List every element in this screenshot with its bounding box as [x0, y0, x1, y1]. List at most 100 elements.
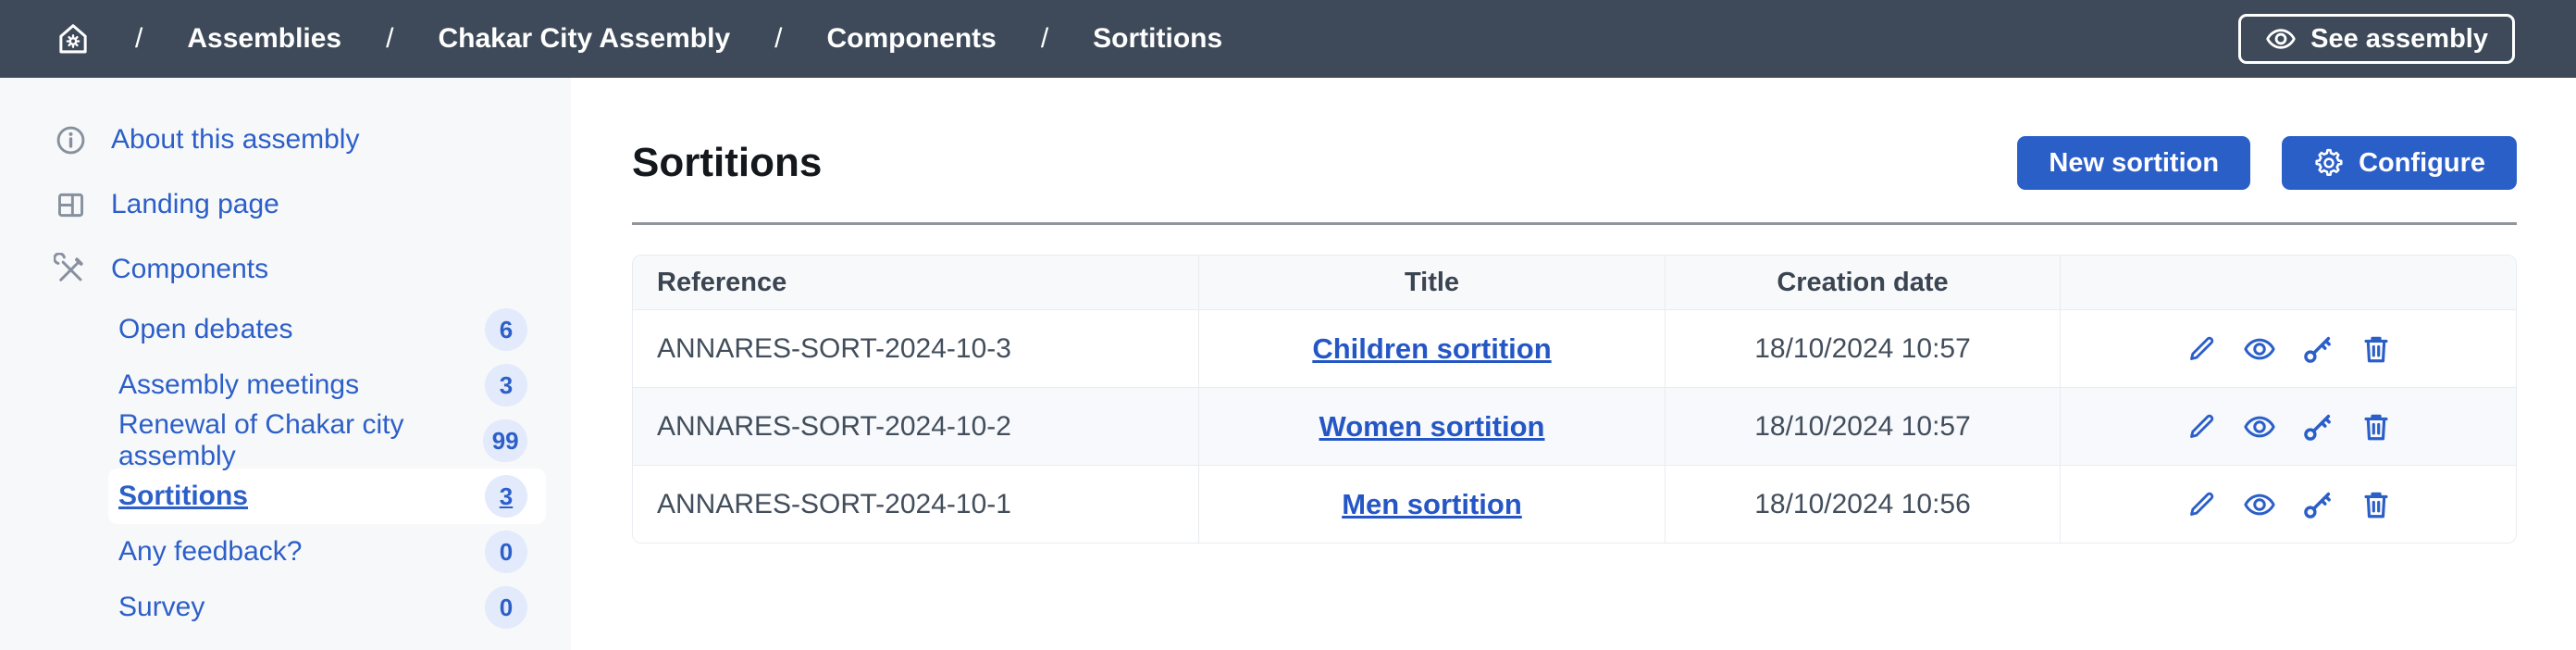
- breadcrumb-item-components[interactable]: Components: [826, 23, 997, 54]
- sortitions-table: Reference Title Creation date ANNARES-SO…: [632, 255, 2517, 544]
- breadcrumb-item-sortitions[interactable]: Sortitions: [1093, 23, 1223, 54]
- sidebar-subitem-open-debates[interactable]: Open debates 6: [108, 302, 546, 357]
- sidebar-subitem-label: Assembly meetings: [118, 369, 360, 400]
- actions-cell: [2060, 310, 2516, 387]
- action-delete-button[interactable]: [2359, 410, 2393, 444]
- sidebar-item-components[interactable]: Components: [0, 237, 571, 302]
- home-gear-icon: [56, 21, 91, 56]
- main-header: Sortitions New sortition Configure: [632, 135, 2517, 191]
- sidebar-subitem-any-feedback[interactable]: Any feedback? 0: [108, 524, 546, 580]
- breadcrumb: / Assemblies / Chakar City Assembly / Compone…: [56, 21, 1222, 56]
- pencil-icon: [2185, 410, 2218, 444]
- column-header-creation-date: Creation date: [1665, 256, 2060, 309]
- trash-icon: [2359, 410, 2393, 444]
- sidebar-subitem-renewal-of-chakar-city-assembly[interactable]: Renewal of Chakar city assembly 99: [108, 409, 546, 471]
- sidebar-subitem-assembly-meetings[interactable]: Assembly meetings 3: [108, 357, 546, 413]
- action-preview-button[interactable]: [2243, 332, 2276, 366]
- creation-date-cell: 18/10/2024 10:56: [1665, 466, 2060, 543]
- sidebar: About this assembly Landing page Compone…: [0, 78, 571, 650]
- table-row: ANNARES-SORT-2024-10-2 Women sortition 1…: [633, 387, 2516, 465]
- sidebar-subitem-label: Survey: [118, 592, 205, 622]
- reference-cell: ANNARES-SORT-2024-10-1: [657, 488, 1011, 519]
- row-actions: [2185, 410, 2393, 444]
- count-badge: 6: [485, 308, 527, 351]
- sidebar-subitem-sortitions[interactable]: Sortitions 3: [108, 469, 546, 524]
- new-sortition-label: New sortition: [2049, 147, 2220, 178]
- sidebar-subitem-label: Any feedback?: [118, 536, 303, 567]
- breadcrumb-separator: /: [386, 23, 394, 54]
- new-sortition-button[interactable]: New sortition: [2017, 136, 2251, 190]
- sidebar-item-about-this-assembly[interactable]: About this assembly: [0, 107, 571, 172]
- action-permissions-button[interactable]: [2301, 410, 2334, 444]
- row-actions: [2185, 332, 2393, 366]
- layout-icon: [54, 188, 88, 222]
- creation-date-cell: 18/10/2024 10:57: [1665, 388, 2060, 465]
- configure-button[interactable]: Configure: [2282, 136, 2517, 190]
- table-row: ANNARES-SORT-2024-10-3 Children sortitio…: [633, 309, 2516, 387]
- topbar: / Assemblies / Chakar City Assembly / Compone…: [0, 0, 2576, 78]
- breadcrumb-item-chakar-city-assembly[interactable]: Chakar City Assembly: [438, 23, 731, 54]
- breadcrumb-separator: /: [135, 23, 143, 54]
- sidebar-item-label: Landing page: [111, 189, 279, 219]
- reference-cell: ANNARES-SORT-2024-10-3: [657, 332, 1011, 364]
- sidebar-subitem-label: Renewal of Chakar city assembly: [118, 409, 404, 471]
- key-icon: [2301, 332, 2334, 366]
- action-edit-button[interactable]: [2185, 488, 2218, 521]
- breadcrumb-item-assemblies[interactable]: Assemblies: [187, 23, 342, 54]
- sortition-title-link[interactable]: Children sortition: [1312, 331, 1552, 365]
- count-badge: 0: [485, 586, 527, 629]
- breadcrumb-home[interactable]: [56, 21, 91, 56]
- info-icon: [54, 123, 88, 157]
- pencil-icon: [2185, 488, 2218, 521]
- column-header-actions: [2060, 256, 2516, 309]
- title-cell: Men sortition: [1198, 466, 1665, 543]
- eye-icon: [2265, 23, 2297, 55]
- count-badge: 3: [485, 475, 527, 518]
- pencil-icon: [2185, 332, 2218, 366]
- title-cell: Women sortition: [1198, 388, 1665, 465]
- action-permissions-button[interactable]: [2301, 332, 2334, 366]
- see-assembly-label: See assembly: [2310, 23, 2488, 54]
- action-permissions-button[interactable]: [2301, 488, 2334, 521]
- sidebar-item-landing-page[interactable]: Landing page: [0, 172, 571, 237]
- main-content: Sortitions New sortition Configure Refer…: [571, 78, 2576, 650]
- eye-icon: [2243, 332, 2276, 366]
- breadcrumb-separator: /: [774, 23, 783, 54]
- sortition-title-link[interactable]: Men sortition: [1342, 487, 1522, 520]
- title-cell: Children sortition: [1198, 310, 1665, 387]
- sidebar-subitem-label: Sortitions: [118, 481, 248, 511]
- action-edit-button[interactable]: [2185, 332, 2218, 366]
- count-badge: 0: [485, 531, 527, 573]
- count-badge: 99: [483, 419, 527, 462]
- trash-icon: [2359, 332, 2393, 366]
- table-row: ANNARES-SORT-2024-10-1 Men sortition 18/…: [633, 465, 2516, 543]
- configure-label: Configure: [2359, 147, 2485, 178]
- sidebar-subitem-survey[interactable]: Survey 0: [108, 580, 546, 635]
- key-icon: [2301, 488, 2334, 521]
- action-delete-button[interactable]: [2359, 332, 2393, 366]
- action-preview-button[interactable]: [2243, 410, 2276, 444]
- reference-cell: ANNARES-SORT-2024-10-2: [657, 410, 1011, 442]
- breadcrumb-separator: /: [1040, 23, 1049, 54]
- divider: [632, 222, 2517, 225]
- column-header-title: Title: [1198, 256, 1665, 309]
- sidebar-subitem-label: Open debates: [118, 314, 293, 344]
- row-actions: [2185, 488, 2393, 521]
- action-edit-button[interactable]: [2185, 410, 2218, 444]
- count-badge: 3: [485, 364, 527, 406]
- tools-icon: [54, 252, 88, 287]
- column-header-reference: Reference: [657, 267, 787, 297]
- action-preview-button[interactable]: [2243, 488, 2276, 521]
- sidebar-item-label: About this assembly: [111, 124, 360, 155]
- page-title: Sortitions: [632, 140, 823, 185]
- actions-cell: [2060, 388, 2516, 465]
- actions-cell: [2060, 466, 2516, 543]
- trash-icon: [2359, 488, 2393, 521]
- gear-icon: [2313, 147, 2345, 179]
- action-delete-button[interactable]: [2359, 488, 2393, 521]
- sortition-title-link[interactable]: Women sortition: [1319, 409, 1545, 443]
- see-assembly-button[interactable]: See assembly: [2238, 14, 2515, 64]
- table-header-row: Reference Title Creation date: [633, 256, 2516, 309]
- eye-icon: [2243, 410, 2276, 444]
- key-icon: [2301, 410, 2334, 444]
